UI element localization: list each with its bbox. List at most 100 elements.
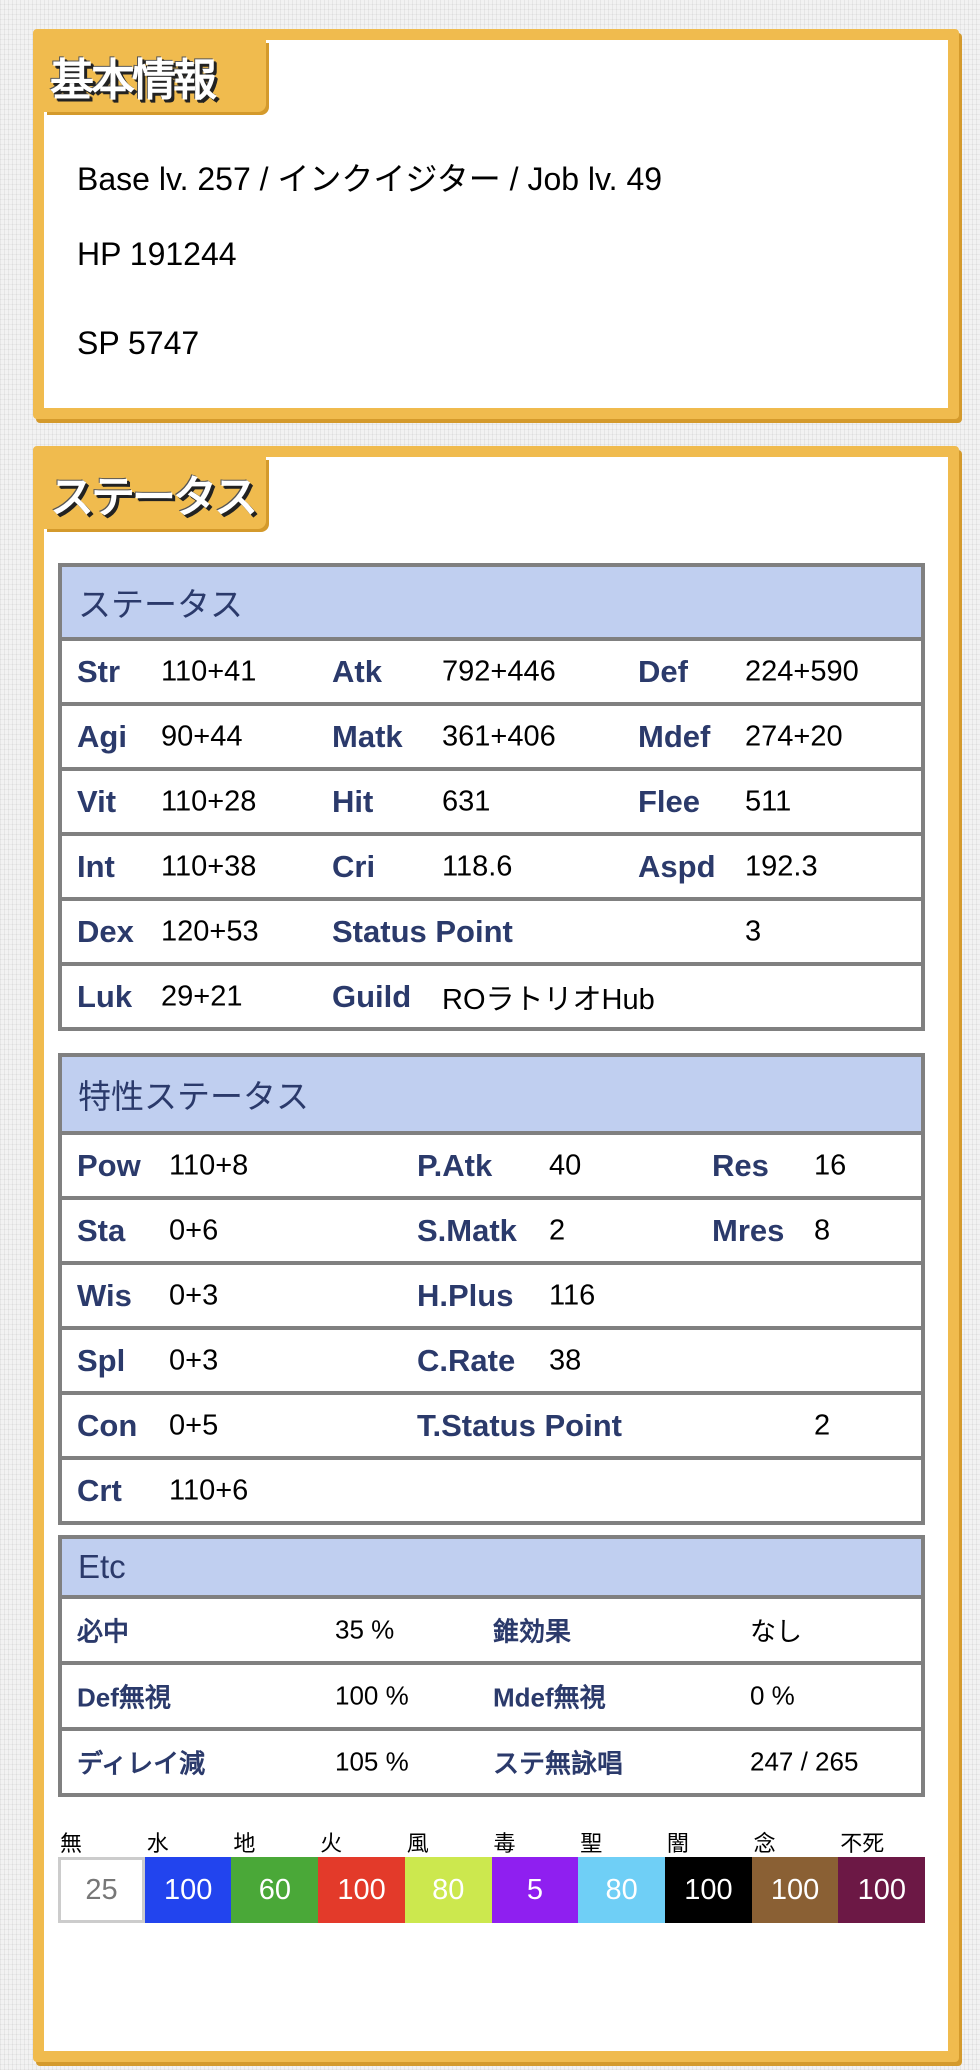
- level-class-line: Base lv. 257 / インクイジター / Job lv. 49: [77, 161, 663, 197]
- table-row: Spl 0+3 C.Rate 38: [62, 1330, 921, 1391]
- element-label: 火: [320, 1831, 343, 1856]
- stat-value: 247 / 265: [750, 1746, 859, 1777]
- stat-value: 792+446: [442, 655, 556, 687]
- element-label: 闇: [666, 1831, 689, 1856]
- table-row: Agi 90+44 Matk 361+406 Mdef 274+20: [62, 706, 921, 767]
- element-resist-cell: 100: [751, 1857, 839, 1923]
- etc-table-header: Etc: [62, 1539, 921, 1595]
- basic-info-tab: 基本情報: [44, 40, 266, 112]
- status-tab-title: ステータス: [50, 472, 258, 523]
- stat-label: Pow: [77, 1147, 141, 1183]
- stat-value: 35 %: [335, 1614, 395, 1645]
- stat-value: 0+3: [169, 1279, 219, 1311]
- stat-label: ディレイ減: [77, 1748, 206, 1779]
- table-row: Vit 110+28 Hit 631 Flee 511: [62, 771, 921, 832]
- stat-value: 8: [814, 1214, 831, 1246]
- table-row: Sta 0+6 S.Matk 2 Mres 8: [62, 1200, 921, 1261]
- etc-table: Etc 必中 35 % 錐効果 なし Def無視 100 % Mdef無視 0 % ディレイ減 10…: [58, 1535, 925, 1797]
- table-row: Luk 29+21 Guild ROラトリオHub: [62, 966, 921, 1027]
- stat-label: Sta: [77, 1212, 126, 1248]
- stat-value: 2: [549, 1214, 566, 1246]
- stat-value: 40: [549, 1149, 582, 1181]
- element-label: 水: [146, 1831, 169, 1856]
- stat-value: 29+21: [161, 980, 243, 1012]
- stat-value: 120+53: [161, 915, 259, 947]
- stat-label: Str: [77, 653, 121, 689]
- stat-label: ステ無詠唱: [493, 1748, 624, 1779]
- hp-value: HP 191244: [77, 236, 237, 272]
- stat-label: Mdef: [638, 718, 711, 754]
- trait-table: 特性ステータス Pow 110+8 P.Atk 40 Res 16 Sta 0+6 S.Matk 2…: [58, 1053, 925, 1525]
- table-row: Crt 110+6: [62, 1460, 921, 1521]
- stat-label: Atk: [332, 653, 382, 689]
- stat-value: 0 %: [750, 1680, 795, 1711]
- element-resist-cell: 80: [404, 1857, 492, 1923]
- stat-value: 16: [814, 1149, 847, 1181]
- stat-value: なし: [750, 1616, 803, 1647]
- stat-label: Cri: [332, 848, 376, 884]
- stat-value: 2: [814, 1409, 831, 1441]
- stat-value: 224+590: [745, 655, 859, 687]
- table-row: 必中 35 % 錐効果 なし: [62, 1599, 921, 1661]
- element-label: 聖: [580, 1831, 603, 1856]
- stat-label: Vit: [77, 783, 117, 819]
- stat-label: Matk: [332, 718, 403, 754]
- stat-label: P.Atk: [417, 1147, 493, 1183]
- status-table: ステータス Str 110+41 Atk 792+446 Def 224+590 Agi 90+…: [58, 563, 925, 1031]
- stat-value: 0+6: [169, 1214, 219, 1246]
- stat-label: Luk: [77, 978, 133, 1014]
- stat-label: S.Matk: [417, 1212, 517, 1248]
- stat-label: Spl: [77, 1342, 126, 1378]
- element-label: 念: [753, 1831, 776, 1856]
- stat-max: / 265: [793, 1746, 859, 1777]
- stat-value: 511: [745, 785, 792, 817]
- status-tab: ステータス: [44, 457, 266, 529]
- element-label: 地: [233, 1831, 256, 1856]
- table-row: Str 110+41 Atk 792+446 Def 224+590: [62, 641, 921, 702]
- element-resist-cell: 80: [578, 1857, 666, 1923]
- stat-label: Dex: [77, 913, 134, 949]
- stat-label: Def無視: [77, 1682, 171, 1713]
- stat-value: 361+406: [442, 720, 556, 752]
- stat-label: Hit: [332, 783, 374, 819]
- stat-label: Aspd: [638, 848, 716, 884]
- stat-label: Status Point: [332, 913, 513, 949]
- stat-value: 100 %: [335, 1680, 409, 1711]
- stat-label: Crt: [77, 1472, 122, 1508]
- stat-label: C.Rate: [417, 1342, 516, 1378]
- stat-label: Guild: [332, 978, 412, 1014]
- table-row: Con 0+5 T.Status Point 2: [62, 1395, 921, 1456]
- element-resist-cell: 100: [318, 1857, 406, 1923]
- stat-label: Mdef無視: [493, 1682, 606, 1713]
- stat-label: Mres: [712, 1212, 785, 1248]
- stat-label: 錐効果: [493, 1616, 572, 1647]
- stat-value: 631: [442, 785, 491, 817]
- element-resist-cell: 100: [838, 1857, 926, 1923]
- element-resist-cell: 60: [231, 1857, 319, 1923]
- stat-value: 38: [549, 1344, 582, 1376]
- element-label: 不死: [840, 1831, 885, 1856]
- stat-value: 110+28: [161, 785, 257, 817]
- stat-value: 110+38: [161, 850, 257, 882]
- stat-label: Agi: [77, 718, 127, 754]
- table-row: ディレイ減 105 % ステ無詠唱 247 / 265: [62, 1731, 921, 1793]
- stat-label: 必中: [77, 1616, 130, 1647]
- sp-value: SP 5747: [77, 325, 200, 361]
- stat-value: 3: [745, 915, 762, 947]
- stat-value: 0+5: [169, 1409, 219, 1441]
- table-row: Def無視 100 % Mdef無視 0 %: [62, 1665, 921, 1727]
- element-resist-cell: 25: [58, 1857, 145, 1923]
- stat-value: 274+20: [745, 720, 843, 752]
- stat-label: H.Plus: [417, 1277, 514, 1313]
- stat-value: 116: [549, 1279, 596, 1311]
- stat-value: 90+44: [161, 720, 243, 752]
- stat-label: T.Status Point: [417, 1407, 622, 1443]
- stat-value: ROラトリオHub: [442, 983, 655, 1016]
- table-row: Pow 110+8 P.Atk 40 Res 16: [62, 1135, 921, 1196]
- table-row: Dex 120+53 Status Point 3: [62, 901, 921, 962]
- element-resist-cell: 5: [491, 1857, 579, 1923]
- element-label: 毒: [493, 1831, 516, 1856]
- element-resist-cell: 100: [144, 1857, 232, 1923]
- stat-label: Int: [77, 848, 115, 884]
- status-table-header: ステータス: [62, 567, 921, 637]
